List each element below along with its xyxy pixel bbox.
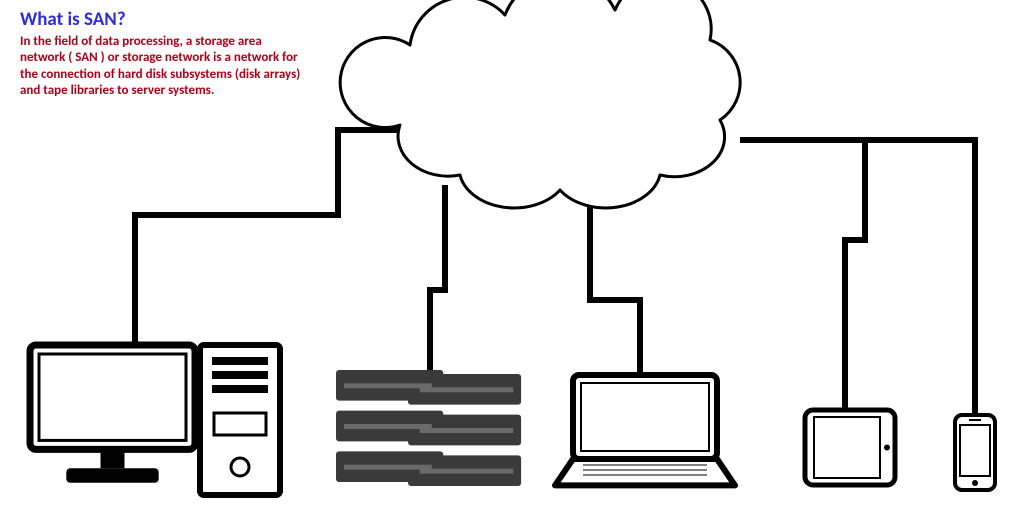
devices — [30, 345, 995, 495]
phone-icon — [955, 415, 995, 490]
storage-icon — [336, 370, 521, 486]
diagram-canvas — [0, 0, 1024, 512]
monitor-icon — [30, 345, 195, 483]
tower-icon — [200, 345, 280, 495]
tablet-icon — [805, 410, 895, 485]
laptop-icon — [555, 375, 735, 485]
cloud-icon — [340, 0, 740, 208]
